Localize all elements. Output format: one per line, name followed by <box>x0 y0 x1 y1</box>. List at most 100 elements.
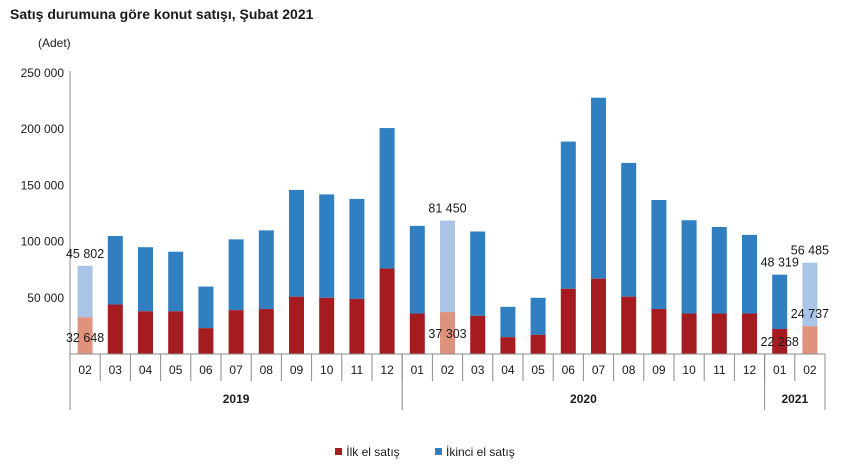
bar-second-hand <box>470 231 486 316</box>
data-label: 37 303 <box>428 327 466 341</box>
data-label: 56 485 <box>791 244 829 258</box>
bar-second-hand <box>349 198 365 299</box>
bar-second-hand <box>138 247 153 312</box>
legend: İlk el satış İkinci el satış <box>0 444 850 459</box>
bar-first-hand <box>440 312 455 354</box>
bar-second-hand <box>530 297 546 335</box>
x-category-label: 06 <box>199 363 213 377</box>
y-tick-label: 250 000 <box>21 66 65 80</box>
x-category-label: 01 <box>773 363 787 377</box>
legend-item-second-hand: İkinci el satış <box>435 445 515 459</box>
x-category-label: 04 <box>139 363 153 377</box>
bar-first-hand <box>530 334 546 354</box>
bar-second-hand <box>681 220 697 314</box>
bar-second-hand <box>742 234 757 314</box>
year-label: 2019 <box>223 392 250 406</box>
x-category-label: 09 <box>290 363 304 377</box>
x-category-label: 11 <box>713 363 726 377</box>
bar-first-hand <box>168 311 184 354</box>
bar-second-hand <box>711 226 727 314</box>
bar-second-hand <box>772 274 788 329</box>
y-axis-unit: (Adet) <box>38 36 71 50</box>
bar-second-hand <box>591 97 606 279</box>
y-tick-label: 150 000 <box>21 178 65 192</box>
bar-second-hand <box>560 141 576 289</box>
x-category-label: 12 <box>743 363 757 377</box>
x-category-label: 02 <box>803 363 817 377</box>
bar-first-hand <box>349 298 365 354</box>
bar-first-hand <box>319 297 335 354</box>
x-category-label: 08 <box>622 363 636 377</box>
bar-second-hand <box>802 262 818 327</box>
bar-first-hand <box>77 317 93 354</box>
x-category-label: 02 <box>441 363 455 377</box>
year-label: 2021 <box>781 392 808 406</box>
bar-first-hand <box>772 328 788 354</box>
data-label: 81 450 <box>428 202 466 216</box>
x-category-label: 03 <box>471 363 485 377</box>
bar-first-hand <box>470 315 486 354</box>
bar-first-hand <box>258 309 274 354</box>
bar-first-hand <box>289 296 304 354</box>
bar-second-hand <box>198 286 214 329</box>
bar-first-hand <box>651 309 667 354</box>
x-category-label: 01 <box>411 363 425 377</box>
bar-first-hand <box>409 313 425 354</box>
bar-first-hand <box>228 310 244 354</box>
bar-second-hand <box>168 251 184 312</box>
data-label: 22 268 <box>761 335 799 349</box>
legend-label-first-hand: İlk el satış <box>346 444 400 459</box>
bar-second-hand <box>409 225 425 314</box>
x-category-label: 11 <box>351 363 364 377</box>
legend-swatch-first-hand <box>335 448 343 455</box>
x-category-label: 04 <box>501 363 515 377</box>
stacked-bar-chart: 50 000 100 000 150 000 200 000 250 000 02 03 04… <box>21 66 829 410</box>
chart-title: Satış durumuna göre konut satışı, Şubat … <box>10 6 314 22</box>
x-category-label: 06 <box>562 363 576 377</box>
bar-second-hand <box>258 230 274 310</box>
bar-first-hand <box>379 268 395 354</box>
x-category-label: 02 <box>78 363 92 377</box>
x-category-label: 12 <box>380 363 394 377</box>
legend-swatch-second-hand <box>435 448 442 455</box>
x-category-label: 08 <box>260 363 274 377</box>
bar-second-hand <box>107 235 123 305</box>
bar-second-hand <box>500 306 516 338</box>
bar-second-hand <box>289 189 304 297</box>
bar-second-hand <box>77 265 93 318</box>
bar-first-hand <box>560 288 576 354</box>
bar-first-hand <box>802 326 818 354</box>
bar-first-hand <box>500 337 516 354</box>
legend-item-first-hand: İlk el satış <box>335 444 400 459</box>
bar-second-hand <box>228 239 244 311</box>
data-label: 24 737 <box>791 307 829 321</box>
bar-first-hand <box>621 296 637 354</box>
data-label: 45 802 <box>66 247 104 261</box>
bar-first-hand <box>711 313 727 354</box>
x-category-label: 10 <box>682 363 696 377</box>
y-tick-label: 200 000 <box>21 122 65 136</box>
bar-first-hand <box>198 328 214 354</box>
x-category-label: 05 <box>531 363 545 377</box>
bar-first-hand <box>107 304 123 354</box>
x-category-label: 05 <box>169 363 183 377</box>
bar-second-hand <box>440 220 455 313</box>
x-category-label: 07 <box>229 363 243 377</box>
bar-second-hand <box>379 128 395 269</box>
x-category-label: 03 <box>109 363 123 377</box>
bar-first-hand <box>681 313 697 354</box>
y-tick-label: 50 000 <box>27 291 64 305</box>
legend-label-second-hand: İkinci el satış <box>446 444 515 459</box>
bar-second-hand <box>319 194 335 298</box>
data-label: 48 319 <box>761 256 799 270</box>
data-label: 32 648 <box>66 331 104 345</box>
x-category-label: 09 <box>652 363 666 377</box>
bar-first-hand <box>591 278 606 354</box>
bar-first-hand <box>138 311 153 354</box>
bar-second-hand <box>651 200 667 310</box>
x-category-label: 07 <box>592 363 606 377</box>
bar-first-hand <box>742 313 757 354</box>
y-tick-label: 100 000 <box>21 235 65 249</box>
year-label: 2020 <box>570 392 597 406</box>
bar-second-hand <box>621 162 637 297</box>
